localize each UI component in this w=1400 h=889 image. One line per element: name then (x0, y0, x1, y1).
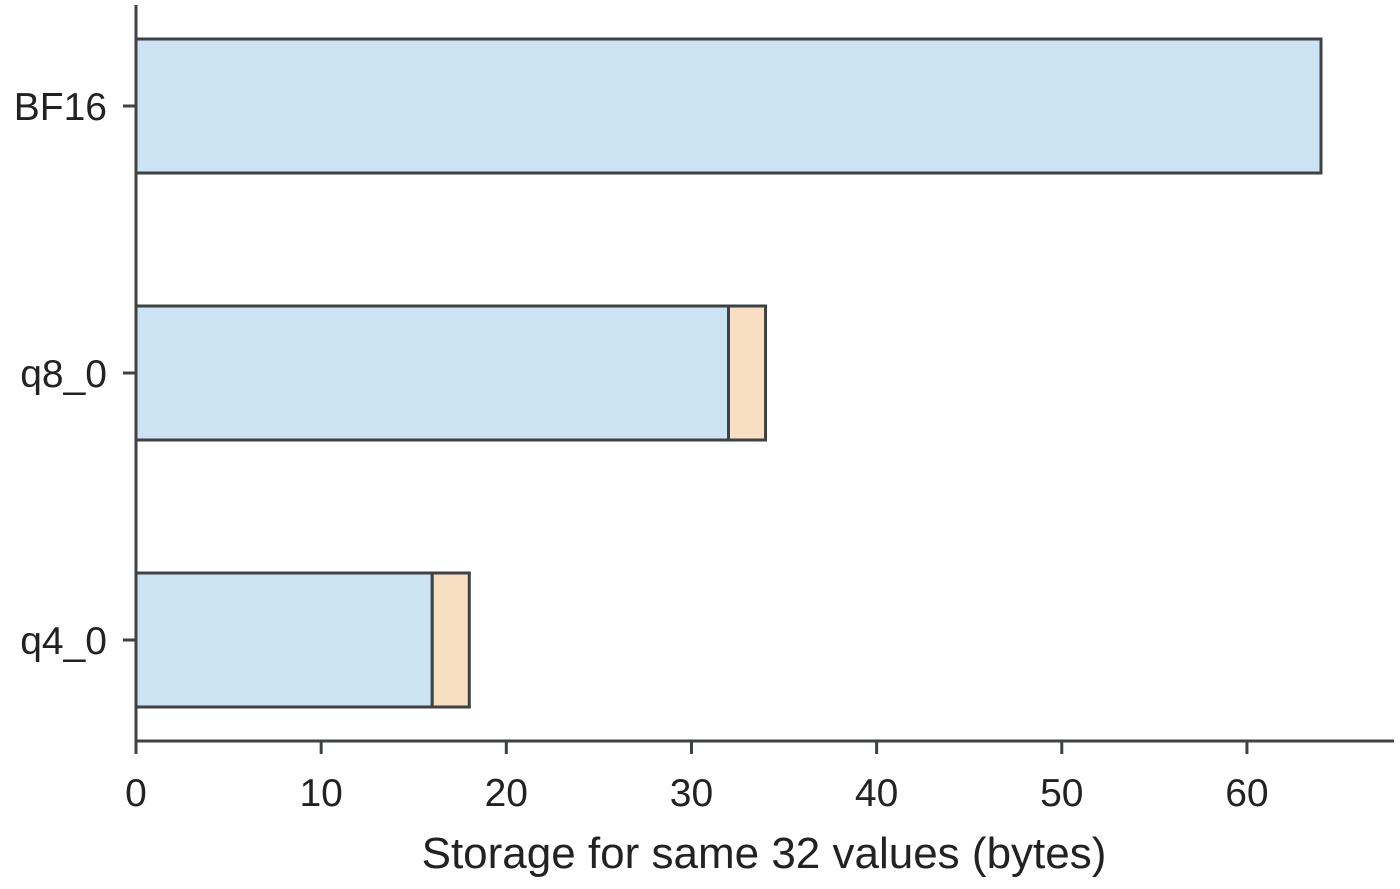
x-tick-label-40: 40 (855, 772, 898, 815)
x-tick-label-10: 10 (299, 772, 342, 815)
y-tick-label-q4_0: q4_0 (20, 620, 107, 663)
bars-group (134, 37, 1323, 709)
bar-q4_0-segment-1 (134, 571, 434, 709)
bar-q4_0-segment-2 (430, 571, 471, 709)
x-tick-label-20: 20 (485, 772, 528, 815)
x-axis: 0 10 20 30 40 50 60 (125, 739, 1394, 815)
x-tick-label-30: 30 (670, 772, 713, 815)
bar-q8_0-segment-2 (727, 304, 768, 442)
y-tick-label-bf16: BF16 (14, 86, 107, 129)
x-axis-title: Storage for same 32 values (bytes) (422, 829, 1107, 878)
y-tick-label-q8_0: q8_0 (20, 353, 107, 396)
x-tick-label-60: 60 (1225, 772, 1268, 815)
x-tick-label-50: 50 (1040, 772, 1083, 815)
bar-q8_0-segment-1 (134, 304, 730, 442)
y-axis: BF16 q8_0 q4_0 (14, 5, 138, 741)
bar-bf16-segment-1 (134, 37, 1323, 175)
x-tick-label-0: 0 (125, 772, 147, 815)
